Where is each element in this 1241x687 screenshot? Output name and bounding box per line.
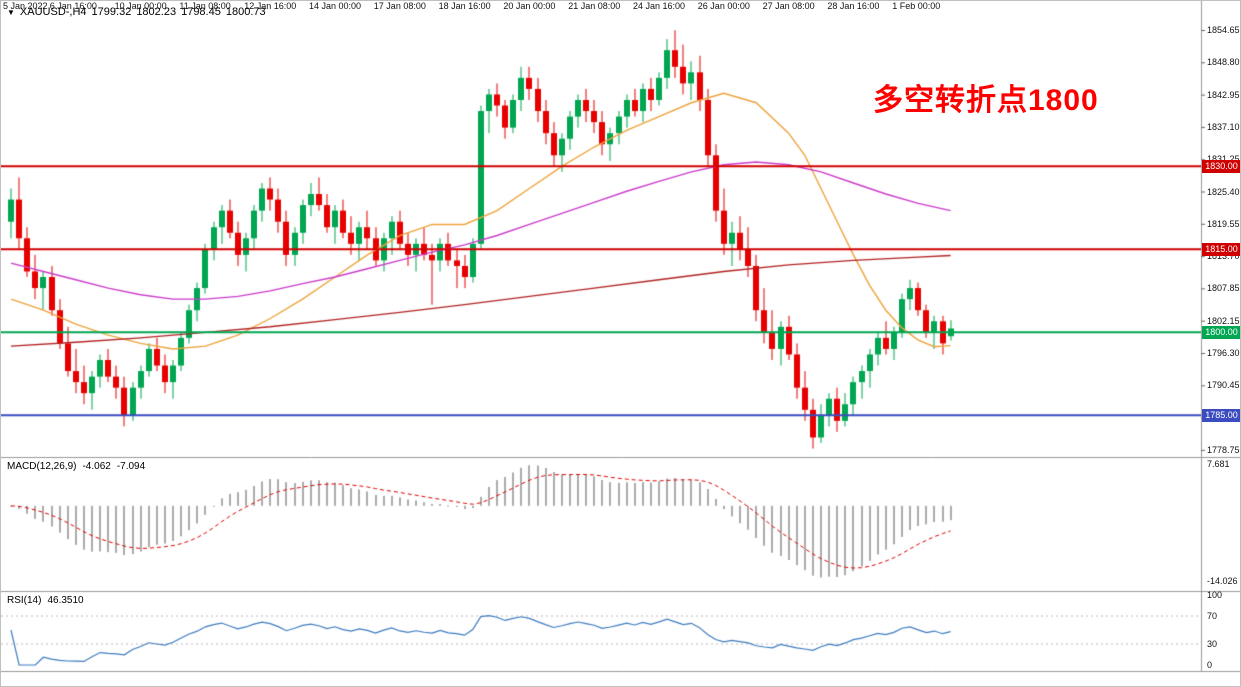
time-axis-label: 5 Jan 2022 xyxy=(3,1,48,11)
rsi-scale-label: 100 xyxy=(1207,590,1223,600)
time-axis-label: 10 Jan 00:00 xyxy=(114,1,167,11)
price-tick-label: 1848.80 xyxy=(1207,57,1240,68)
annotation-text: 多空转折点1800 xyxy=(873,84,1099,117)
macd-scale-max: 7.681 xyxy=(1207,459,1230,469)
time-axis-label: 27 Jan 08:00 xyxy=(762,1,815,11)
price-tick-label: 1796.30 xyxy=(1207,348,1240,358)
price-tick-label: 1831.25 xyxy=(1207,154,1240,164)
open-value: 1799.32 xyxy=(91,6,132,18)
low-value: 1798.45 xyxy=(181,6,221,18)
high-value: 1802.23 xyxy=(136,6,177,18)
time-axis-label: 1 Feb 00:00 xyxy=(892,1,941,11)
symbol-period-label: XAUUSD-,H4 xyxy=(19,6,87,18)
price-tick-label: 1778.75 xyxy=(1207,444,1240,455)
time-axis-label: 6 Jan 16:00 xyxy=(49,1,97,11)
price-tick-label: 1837.10 xyxy=(1207,121,1240,132)
time-axis-label: 28 Jan 16:00 xyxy=(827,1,880,11)
rsi-value: 46.3510 xyxy=(47,595,84,606)
time-axis-label: 20 Jan 00:00 xyxy=(503,1,556,11)
time-axis-label: 12 Jan 16:00 xyxy=(244,1,297,11)
price-tick-label: 1825.40 xyxy=(1207,186,1240,197)
time-axis-label: 14 Jan 00:00 xyxy=(309,1,362,11)
price-tick-label: 1790.45 xyxy=(1207,380,1240,391)
price-line-badge-1815.00: 1815.00 xyxy=(1202,242,1240,256)
price-tick-label: 1813.70 xyxy=(1207,251,1240,262)
price-line-badge-1830.00: 1830.00 xyxy=(1202,159,1240,173)
rsi-scale-label: 0 xyxy=(1207,660,1213,670)
rsi-scale-label: 70 xyxy=(1207,611,1218,621)
macd-main-value: -4.062 xyxy=(82,461,111,472)
macd-scale-min: -14.026 xyxy=(1207,576,1238,586)
collapse-arrow-icon[interactable]: ▼ xyxy=(7,8,15,17)
time-axis-label: 17 Jan 08:00 xyxy=(373,1,426,11)
close-value: 1800.73 xyxy=(225,6,266,18)
time-axis-label: 21 Jan 08:00 xyxy=(568,1,621,11)
rsi-indicator-label: RSI(14) 46.3510 xyxy=(7,595,84,606)
ohlc-readout: ▼ XAUUSD-,H4 1799.32 1802.23 1798.45 1800.73 xyxy=(7,6,271,18)
price-tick-label: 1807.85 xyxy=(1207,283,1240,294)
time-axis-label: 24 Jan 16:00 xyxy=(633,1,686,11)
price-tick-label: 1854.65 xyxy=(1207,25,1240,35)
price-line-badge-1785.00: 1785.00 xyxy=(1202,408,1240,422)
rsi-scale-label: 30 xyxy=(1207,639,1218,649)
price-tick-label: 1802.15 xyxy=(1207,315,1240,326)
time-axis-label: 11 Jan 08:00 xyxy=(179,1,231,11)
price-tick-label: 1819.55 xyxy=(1207,218,1240,229)
price-line-badge-1800.00: 1800.00 xyxy=(1202,325,1240,339)
time-axis-label: 26 Jan 00:00 xyxy=(697,1,750,11)
macd-indicator-label: MACD(12,26,9) -4.062 -7.094 xyxy=(7,461,146,472)
price-tick-label: 1842.95 xyxy=(1207,89,1240,100)
time-axis-label: 18 Jan 16:00 xyxy=(438,1,491,11)
macd-signal-value: -7.094 xyxy=(116,461,146,472)
